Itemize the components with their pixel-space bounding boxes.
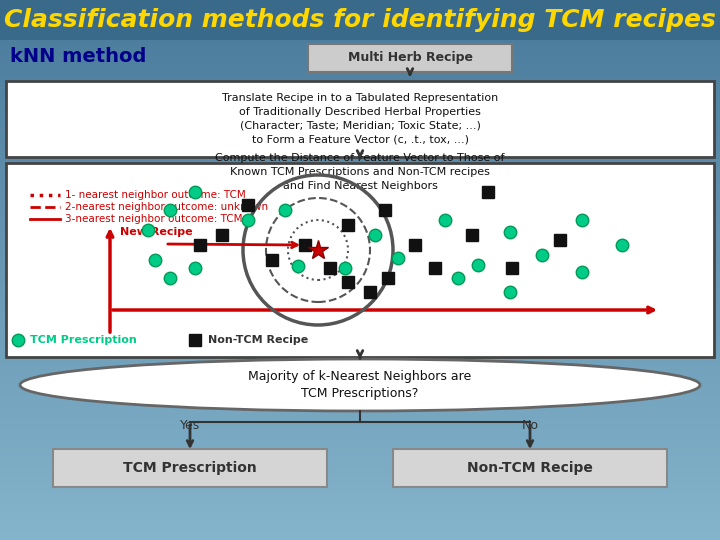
Text: 1- nearest neighbor outcome: TCM: 1- nearest neighbor outcome: TCM	[65, 190, 246, 200]
Text: 2-nearest neighbor outcome: unknown: 2-nearest neighbor outcome: unknown	[65, 202, 268, 212]
Text: TCM Prescription: TCM Prescription	[30, 335, 137, 345]
Text: Yes: Yes	[180, 419, 200, 432]
Text: TCM Prescription: TCM Prescription	[123, 461, 257, 475]
FancyBboxPatch shape	[6, 81, 714, 157]
Text: Non-TCM Recipe: Non-TCM Recipe	[467, 461, 593, 475]
Text: 3-nearest neighbor outcome: TCM: 3-nearest neighbor outcome: TCM	[65, 214, 243, 224]
FancyBboxPatch shape	[53, 449, 327, 487]
FancyBboxPatch shape	[393, 449, 667, 487]
Text: Compute the Distance of Feature Vector to Those of
Known TCM Prescriptions and N: Compute the Distance of Feature Vector t…	[215, 153, 505, 191]
Text: No: No	[521, 419, 539, 432]
Text: kNN method: kNN method	[10, 48, 146, 66]
Text: Multi Herb Recipe: Multi Herb Recipe	[348, 51, 472, 64]
FancyBboxPatch shape	[308, 44, 512, 72]
Text: Classification methods for identifying TCM recipes: Classification methods for identifying T…	[4, 8, 716, 32]
FancyBboxPatch shape	[6, 163, 714, 357]
Text: Majority of k-Nearest Neighbors are
TCM Prescriptions?: Majority of k-Nearest Neighbors are TCM …	[248, 370, 472, 400]
Text: Translate Recipe in to a Tabulated Representation
of Traditionally Described Her: Translate Recipe in to a Tabulated Repre…	[222, 93, 498, 145]
Text: Non-TCM Recipe: Non-TCM Recipe	[208, 335, 308, 345]
FancyBboxPatch shape	[0, 0, 720, 40]
Text: New Recipe: New Recipe	[120, 227, 193, 237]
Ellipse shape	[20, 359, 700, 411]
